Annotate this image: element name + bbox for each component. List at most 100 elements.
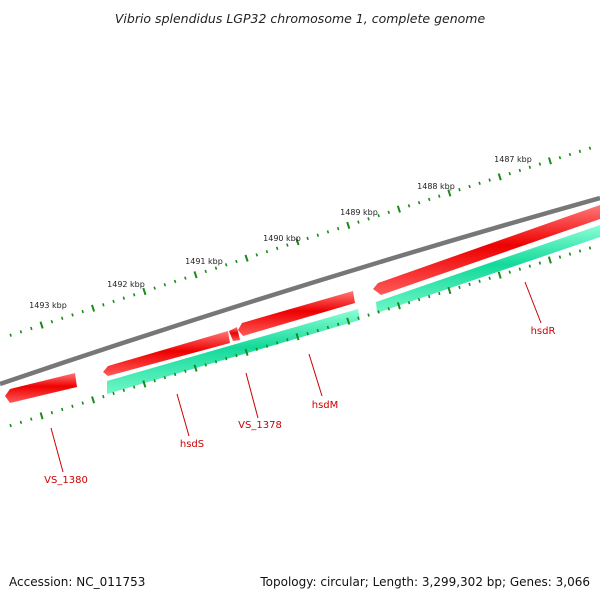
outer-track-tick xyxy=(538,162,542,166)
outer-tick-track xyxy=(9,146,592,337)
inner-track-tick xyxy=(255,347,258,351)
outer-track-tick xyxy=(508,171,511,176)
inner-track-tick xyxy=(142,380,147,388)
inner-track-tick xyxy=(438,291,441,296)
inner-track-tick xyxy=(387,307,390,311)
leader-line-hsdS xyxy=(176,393,190,437)
outer-track-tick xyxy=(91,304,96,312)
outer-track-tick xyxy=(39,321,44,329)
outer-track-tick xyxy=(558,156,562,160)
inner-track-tick xyxy=(286,338,289,342)
inner-track-tick xyxy=(30,417,33,421)
accession-text: Accession: NC_011753 xyxy=(9,575,145,589)
inner-track-tick xyxy=(396,302,401,310)
genome-backbone xyxy=(0,195,600,387)
gene-label-hsdR[interactable]: hsdR xyxy=(531,326,556,337)
inner-track-tick xyxy=(578,249,582,253)
outer-track-tick xyxy=(163,283,167,287)
inner-track-tick xyxy=(407,301,411,305)
outer-track-tick xyxy=(204,269,207,274)
outer-track-tick xyxy=(265,249,269,254)
inner-track-tick xyxy=(588,246,592,250)
gene-label-hsdS[interactable]: hsdS xyxy=(180,439,204,450)
outer-track-tick xyxy=(132,293,136,297)
inner-track-tick xyxy=(428,294,431,299)
outer-track-tick xyxy=(578,149,582,154)
outer-track-tick xyxy=(184,276,187,280)
outer-track-tick xyxy=(306,236,309,241)
outer-track-tick xyxy=(478,181,481,185)
outer-track-tick xyxy=(255,253,259,257)
map-title: Vibrio splendidus LGP32 chromosome 1, co… xyxy=(115,11,486,26)
outer-track-tick xyxy=(50,319,54,324)
position-label-1490: 1490 kbp xyxy=(263,234,301,243)
outer-track-tick xyxy=(71,313,74,317)
outer-track-tick xyxy=(122,296,126,300)
outer-track-tick xyxy=(438,194,441,198)
inner-track-tick xyxy=(478,279,481,283)
inner-track-tick xyxy=(153,379,156,383)
outer-track-tick xyxy=(275,246,279,251)
outer-track-tick xyxy=(224,263,228,267)
inner-track-tick xyxy=(377,310,380,314)
inner-track-tick xyxy=(204,363,207,367)
outer-track-tick xyxy=(153,286,156,290)
inner-track-tick xyxy=(132,385,136,389)
inner-track-tick xyxy=(122,388,126,392)
gene-bar-hsdS-hsdM[interactable] xyxy=(107,309,360,394)
cds-arrow-hsdM[interactable] xyxy=(238,291,355,336)
outer-track-tick xyxy=(357,220,360,224)
outer-track-tick xyxy=(112,299,115,304)
outer-track-tick xyxy=(295,238,300,246)
outer-track-tick xyxy=(588,146,592,150)
inner-track-tick xyxy=(61,407,64,412)
outer-track-tick xyxy=(497,173,502,181)
position-label-1493: 1493 kbp xyxy=(29,301,67,310)
outer-track-tick xyxy=(81,309,84,314)
outer-track-tick xyxy=(214,266,218,270)
cds-arrow-hsdR[interactable] xyxy=(373,205,600,295)
outer-track-tick xyxy=(377,213,380,218)
gene-label-hsdM[interactable]: hsdM xyxy=(312,400,339,411)
leader-line-VS_1380 xyxy=(50,427,64,473)
outer-track-tick xyxy=(547,157,552,165)
outer-track-tick xyxy=(336,226,340,231)
inner-track-tick xyxy=(244,348,249,356)
outer-track-tick xyxy=(407,204,411,208)
inner-track-tick xyxy=(71,404,74,408)
inner-track-tick xyxy=(102,394,105,399)
inner-track-tick xyxy=(316,328,320,333)
inner-track-tick xyxy=(497,271,502,279)
inner-track-tick xyxy=(265,344,269,348)
outer-track-tick xyxy=(60,316,64,320)
outer-track-tick xyxy=(518,168,522,173)
inner-track-tick xyxy=(518,267,522,271)
outer-track-tick xyxy=(387,210,390,215)
cds-arrow-VS_1380[interactable] xyxy=(5,373,77,403)
inner-track-tick xyxy=(538,261,542,265)
outer-track-tick xyxy=(19,330,23,334)
gene-label-VS_1378[interactable]: VS_1378 xyxy=(238,420,282,431)
inner-track-tick xyxy=(19,420,23,424)
cds-arrow-VS_1378[interactable] xyxy=(229,327,240,341)
leader-line-VS_1378 xyxy=(245,372,259,419)
cds-arrow-hsdS[interactable] xyxy=(103,331,230,376)
inner-track-tick xyxy=(225,356,228,361)
inner-track-tick xyxy=(184,369,187,373)
inner-track-tick xyxy=(163,375,167,380)
outer-track-tick xyxy=(9,333,12,337)
gene-label-VS_1380[interactable]: VS_1380 xyxy=(44,475,88,486)
inner-track-tick xyxy=(468,282,471,287)
leader-line-hsdR xyxy=(524,281,542,324)
gene-bar-hsdR[interactable] xyxy=(376,225,600,313)
outer-track-tick xyxy=(458,188,461,192)
position-label-1488: 1488 kbp xyxy=(417,182,455,191)
position-label-1489: 1489 kbp xyxy=(340,208,378,217)
inner-track-tick xyxy=(326,325,330,330)
position-label-1492: 1492 kbp xyxy=(107,280,145,289)
inner-track-tick xyxy=(568,252,572,256)
outer-track-tick xyxy=(468,184,471,189)
inner-tick-track xyxy=(9,246,592,428)
outer-track-tick xyxy=(326,230,330,234)
